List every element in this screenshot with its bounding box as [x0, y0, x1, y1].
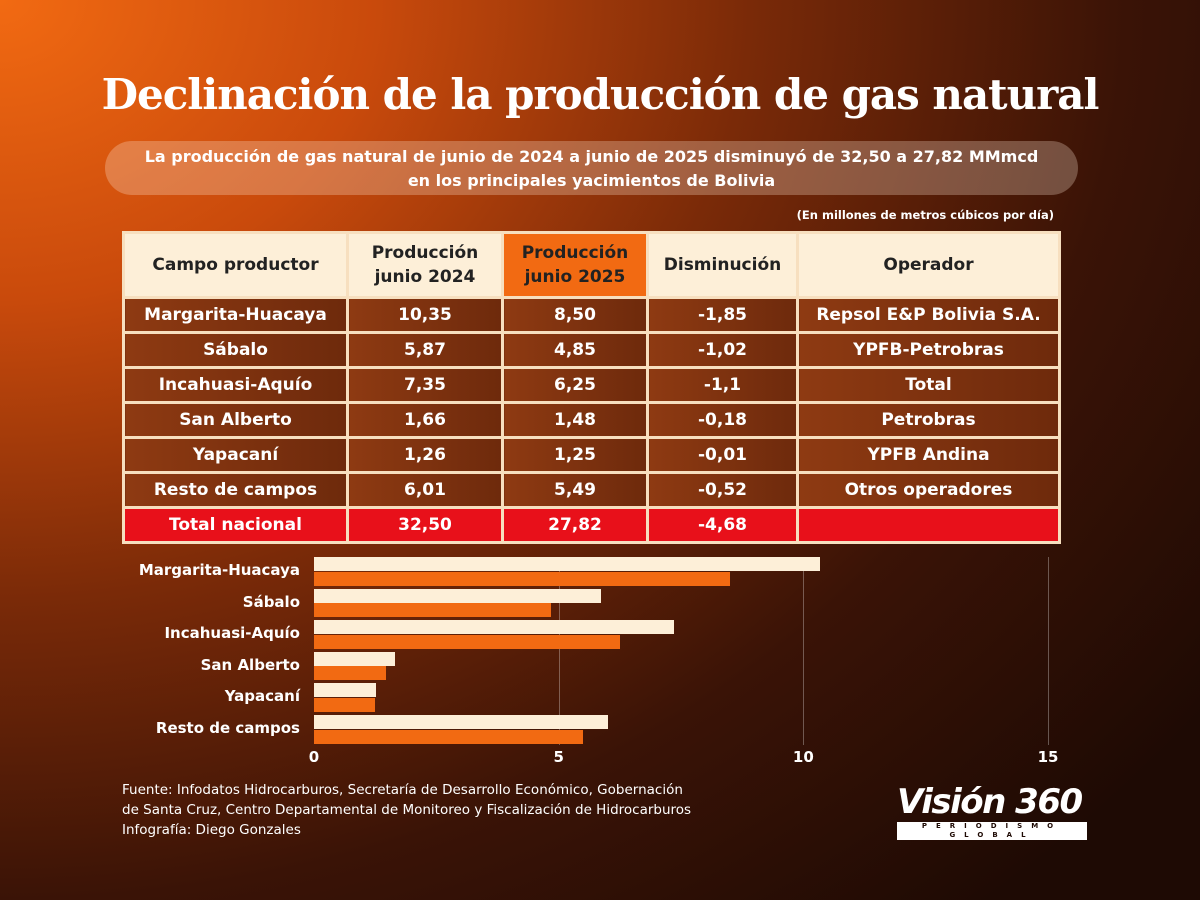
header-2025: Producción junio 2025: [501, 231, 649, 299]
cell-prod-2025: 1,25: [501, 436, 649, 474]
unit-note: (En millones de metros cúbicos por día): [796, 208, 1054, 222]
source-line: Fuente: Infodatos Hidrocarburos, Secreta…: [122, 782, 683, 798]
category-label: Resto de campos: [155, 719, 300, 737]
x-tick-label: 0: [308, 748, 320, 766]
credit-line: Infografía: Diego Gonzales: [122, 822, 301, 838]
gridline: [1048, 557, 1049, 745]
cell-disminucion: -0,01: [646, 436, 799, 474]
category-label: Margarita-Huacaya: [138, 561, 300, 579]
logo-name: Visión 360: [897, 782, 1083, 822]
cell-campo: San Alberto: [122, 401, 349, 439]
category-label: San Alberto: [200, 655, 300, 674]
cell-prod-2025: 4,85: [501, 331, 649, 369]
total-row: Total nacional 32,50 27,82 -4,68: [122, 506, 1061, 544]
cell-disminucion: -0,52: [646, 471, 799, 509]
table-row: Margarita-Huacaya 10,35 8,50 -1,85 Repsol E&…: [122, 296, 1061, 334]
cell-operador: Petrobras: [796, 401, 1061, 439]
cell-disminucion: -1,02: [646, 331, 799, 369]
bar-2025: [314, 603, 552, 618]
total-campo: Total nacional: [122, 506, 349, 544]
total-prod-2024: 32,50: [346, 506, 504, 544]
cell-disminucion: -1,1: [646, 366, 799, 404]
category-label: Yapacaní: [224, 687, 300, 706]
header-campo: Campo productor: [122, 231, 349, 299]
bar-2025: [314, 634, 620, 649]
bar-2024: [314, 651, 396, 666]
table-row: Sábalo 5,87 4,85 -1,02 YPFB-Petrobras: [122, 331, 1061, 369]
cell-campo: Incahuasi-Aquío: [122, 366, 349, 404]
cell-prod-2024: 6,01: [346, 471, 504, 509]
category-label: Incahuasi-Aquío: [164, 624, 300, 643]
source-line: de Santa Cruz, Centro Departamental de M…: [122, 802, 692, 818]
bar-2025: [314, 729, 583, 744]
cell-prod-2024: 10,35: [346, 296, 504, 334]
header-2024: Producción junio 2024: [346, 231, 504, 299]
cell-prod-2024: 5,87: [346, 331, 504, 369]
cell-prod-2025: 5,49: [501, 471, 649, 509]
header-disminucion: Disminución: [646, 231, 799, 299]
subtitle-line-1: La producción de gas natural de junio de…: [144, 147, 1039, 166]
cell-prod-2024: 1,26: [346, 436, 504, 474]
cell-prod-2024: 7,35: [346, 366, 504, 404]
cell-prod-2024: 1,66: [346, 401, 504, 439]
cell-campo: Sábalo: [122, 331, 349, 369]
bar-2024: [314, 683, 376, 698]
bar-chart: 0 5 10 15 Margarita-Huacaya Sábalo Incahuasi-A…: [0, 550, 1200, 770]
bar-2024: [314, 715, 609, 729]
source-note: Fuente: Infodatos Hidrocarburos, Secreta…: [122, 780, 691, 840]
logo-tagline: PERIODISMO GLOBAL: [897, 822, 1087, 840]
cell-operador: Total: [796, 366, 1061, 404]
x-tick-label: 5: [553, 748, 564, 766]
total-operador: [796, 506, 1061, 544]
category-label: Sábalo: [242, 592, 300, 611]
cell-campo: Resto de campos: [122, 471, 349, 509]
x-tick-label: 10: [792, 748, 814, 766]
cell-prod-2025: 6,25: [501, 366, 649, 404]
bar-2025: [314, 571, 730, 586]
table-row: Resto de campos 6,01 5,49 -0,52 Otros operad…: [122, 471, 1061, 509]
total-prod-2025: 27,82: [501, 506, 649, 544]
production-table: Campo productor Producción junio 2024 Pr…: [122, 231, 1061, 544]
bar-2025: [314, 666, 387, 681]
cell-disminucion: -0,18: [646, 401, 799, 439]
subtitle-line-2: en los principales yacimientos de Bolivi…: [407, 171, 776, 190]
bar-2024: [314, 557, 821, 571]
cell-prod-2025: 1,48: [501, 401, 649, 439]
table-row: Yapacaní 1,26 1,25 -0,01 YPFB Andina: [122, 436, 1061, 474]
cell-campo: Yapacaní: [122, 436, 349, 474]
vision360-logo: Visión 360 PERIODISMO GLOBAL: [897, 784, 1087, 840]
cell-operador: Repsol E&P Bolivia S.A.: [796, 296, 1061, 334]
bar-2024: [314, 620, 674, 635]
cell-disminucion: -1,85: [646, 296, 799, 334]
cell-operador: Otros operadores: [796, 471, 1061, 509]
bar-2025: [314, 697, 376, 712]
cell-operador: YPFB-Petrobras: [796, 331, 1061, 369]
table-header-row: Campo productor Producción junio 2024 Pr…: [122, 231, 1061, 299]
gridline: [558, 557, 560, 745]
header-operador: Operador: [796, 231, 1061, 299]
cell-operador: YPFB Andina: [796, 436, 1061, 474]
total-disminucion: -4,68: [646, 506, 799, 544]
bar-2024: [314, 588, 602, 603]
subtitle-banner: La producción de gas natural de junio de…: [105, 141, 1078, 195]
table-row: San Alberto 1,66 1,48 -0,18 Petrobras: [122, 401, 1061, 439]
table-row: Incahuasi-Aquío 7,35 6,25 -1,1 Total: [122, 366, 1061, 404]
gridline: [803, 557, 805, 745]
x-tick-label: 15: [1037, 748, 1059, 766]
cell-prod-2025: 8,50: [501, 296, 649, 334]
cell-campo: Margarita-Huacaya: [122, 296, 349, 334]
page-title: Declinación de la producción de gas natu…: [101, 70, 1100, 119]
